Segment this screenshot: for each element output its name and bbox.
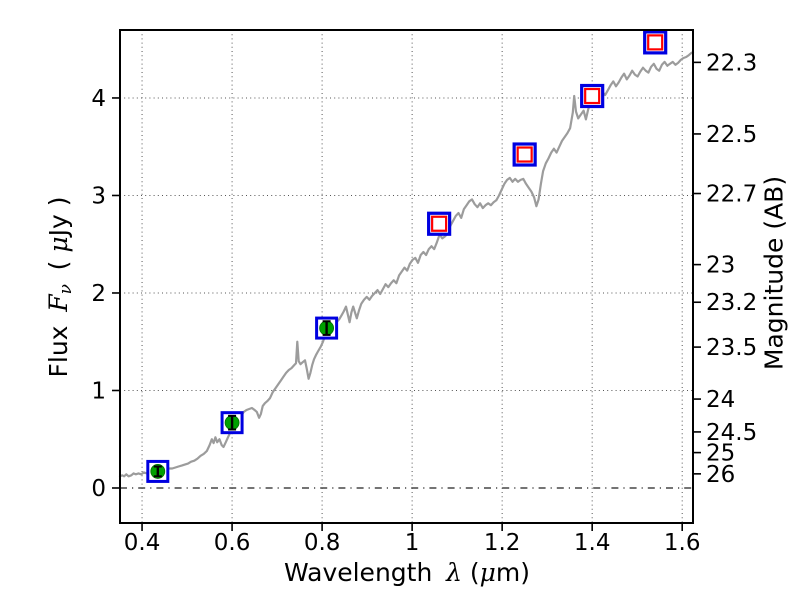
- open-point-inner-square: [584, 87, 601, 105]
- x-tick-label: 0.8: [304, 530, 341, 556]
- axis-ticks: [112, 61, 701, 531]
- y-right-tick-label: 24.5: [706, 420, 757, 446]
- open-point-inner-square: [431, 215, 448, 232]
- x-unit-open: (: [469, 558, 480, 587]
- y-right-tick-label: 24: [706, 387, 735, 413]
- y-axis-label-left: Flux Fν ( μJy ): [44, 197, 76, 378]
- x-tick-label: 0.4: [124, 530, 161, 556]
- x-unit-close: m): [495, 558, 530, 587]
- x-tick-label: 1: [405, 530, 420, 556]
- y-unit-close: Jy ): [43, 196, 73, 237]
- y-unit-open: (: [43, 252, 73, 271]
- flux-symbol: F: [43, 294, 73, 312]
- tick-labels: 0.4 0.6 0.8 1 1.2 1.4 1.60123422.322.522.72323…: [91, 50, 757, 556]
- x-tick-label: 1.6: [664, 530, 701, 556]
- axes-spines: [119, 29, 694, 524]
- mu-symbol-left: μ: [43, 236, 73, 253]
- mu-symbol: μ: [479, 558, 496, 587]
- x-tick-label: 0.6: [214, 530, 251, 556]
- y-right-tick-label: 23.2: [706, 290, 757, 316]
- spectrum-polyline: [118, 50, 695, 478]
- y-axis-label-right: Magnitude (AB): [759, 175, 789, 371]
- photometry-markers: [146, 30, 668, 483]
- y-left-tick-label: 0: [91, 476, 106, 502]
- y-right-tick-label: 22.3: [706, 50, 757, 76]
- lambda-symbol: λ: [446, 558, 462, 587]
- flux-word: Flux: [43, 325, 73, 378]
- gridlines: [120, 30, 693, 523]
- y-right-tick-label: 25: [706, 441, 735, 467]
- y-left-tick-label: 2: [91, 281, 106, 307]
- y-right-tick-label: 22.7: [706, 182, 757, 208]
- model-spectrum-line: [118, 50, 695, 478]
- open-point-inner-square: [516, 146, 533, 163]
- y-left-tick-label: 3: [91, 183, 106, 209]
- y-left-tick-label: 4: [91, 86, 106, 112]
- nu-subscript: ν: [56, 284, 77, 295]
- y-right-tick-label: 23.5: [706, 335, 757, 361]
- y-right-tick-label: 26: [706, 462, 735, 488]
- x-tick-label: 1.4: [574, 530, 611, 556]
- x-axis-label-word: Wavelength: [284, 558, 433, 587]
- axes-frame: [119, 29, 694, 524]
- x-axis-label: Wavelength λ (μm): [284, 558, 530, 587]
- y-right-tick-label: 23: [706, 253, 735, 279]
- y-right-tick-label: 22.5: [706, 122, 757, 148]
- open-point-inner-square: [647, 34, 664, 51]
- y-left-tick-label: 1: [91, 378, 106, 404]
- x-tick-label: 1.2: [484, 530, 521, 556]
